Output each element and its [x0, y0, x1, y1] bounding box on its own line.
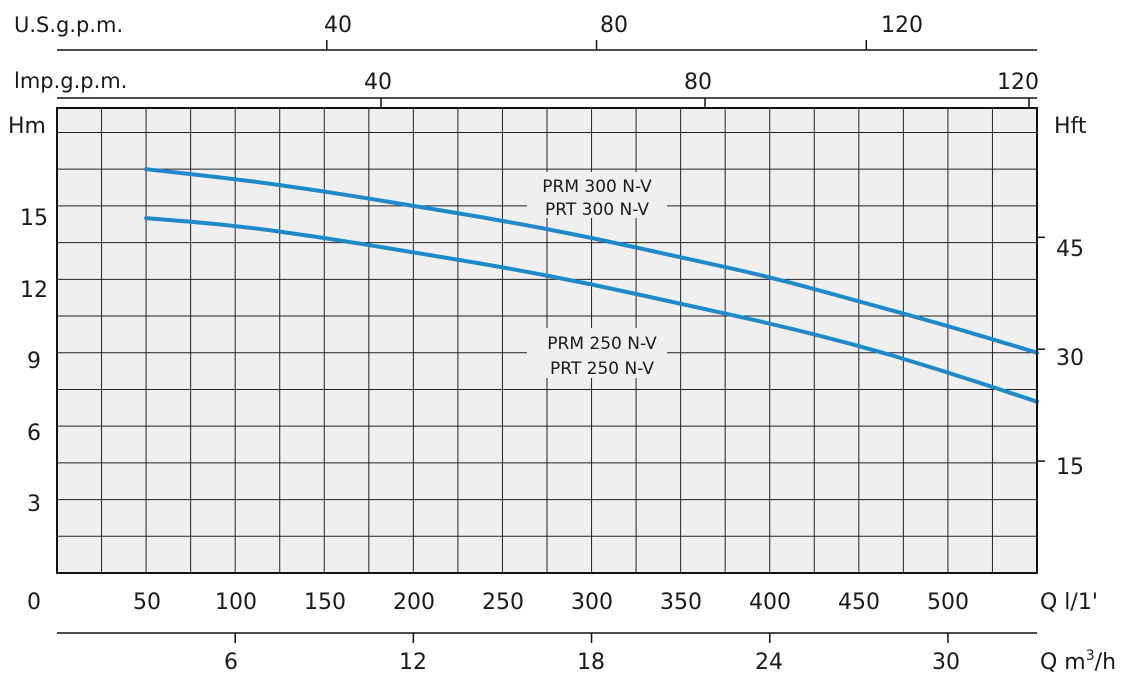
label-box-300	[527, 172, 667, 218]
impgpm-tick-label: 120	[997, 70, 1039, 95]
y-left-tick-label: 12	[20, 278, 48, 303]
label-box-250	[527, 328, 667, 378]
y-left-tick-label: 3	[27, 492, 41, 517]
curve-label-prm250: PRM 250 N-V	[547, 334, 657, 354]
x-tick-label: 350	[660, 590, 702, 615]
m3h-tick-label: 6	[224, 650, 238, 675]
x-tick-label: 400	[749, 590, 791, 615]
m3h-tick-label: 24	[755, 650, 783, 675]
usgpm-tick-label: 120	[881, 13, 923, 38]
x-zero-tick-label: 0	[27, 590, 41, 615]
m3h-tick-label: 30	[932, 650, 960, 675]
curve-label-prm300: PRM 300 N-V	[542, 177, 652, 197]
y-right-axis-label: Hft	[1054, 114, 1087, 139]
m3h-unit-base: Q m	[1040, 650, 1086, 675]
x-tick-label: 150	[304, 590, 346, 615]
x-tick-label: 100	[215, 590, 257, 615]
x-tick-label: 250	[482, 590, 524, 615]
m3h-unit-label: Q m3/h	[1040, 648, 1116, 675]
y-left-tick-label: 9	[27, 349, 41, 374]
secondary-axis-ticks	[234, 40, 1045, 643]
m3h-unit-sup: 3	[1086, 648, 1095, 664]
y-right-tick-label: 15	[1056, 455, 1084, 480]
curve-series-0	[144, 167, 1039, 355]
x-tick-label: 450	[838, 590, 880, 615]
x-bottom-unit-label: Q l/1'	[1040, 590, 1098, 615]
x-tick-label: 500	[927, 590, 969, 615]
impgpm-label: lmp.g.p.m.	[14, 69, 127, 93]
y-left-tick-label: 15	[20, 206, 48, 231]
impgpm-tick-label: 80	[684, 70, 712, 95]
plot-frame	[56, 107, 1038, 574]
m3h-tick-label: 18	[577, 650, 605, 675]
usgpm-tick-label: 80	[600, 13, 628, 38]
y-right-tick-label: 45	[1056, 237, 1084, 262]
m3h-unit-tail: /h	[1095, 650, 1116, 675]
y-left-tick-label: 6	[27, 421, 41, 446]
x-tick-label: 200	[393, 590, 435, 615]
impgpm-tick-label: 40	[364, 70, 392, 95]
y-right-tick-label: 30	[1056, 346, 1084, 371]
usgpm-label: U.S.g.p.m.	[14, 13, 123, 37]
curve-label-prt250: PRT 250 N-V	[550, 359, 654, 379]
curve-series-1	[144, 216, 1039, 404]
m3h-tick-label: 12	[399, 650, 427, 675]
y-left-axis-label: Hm	[8, 114, 46, 139]
curves	[144, 167, 1039, 404]
x-tick-label: 300	[571, 590, 613, 615]
usgpm-tick-label: 40	[324, 13, 352, 38]
x-tick-label: 50	[133, 590, 161, 615]
curve-label-prt300: PRT 300 N-V	[545, 200, 649, 220]
